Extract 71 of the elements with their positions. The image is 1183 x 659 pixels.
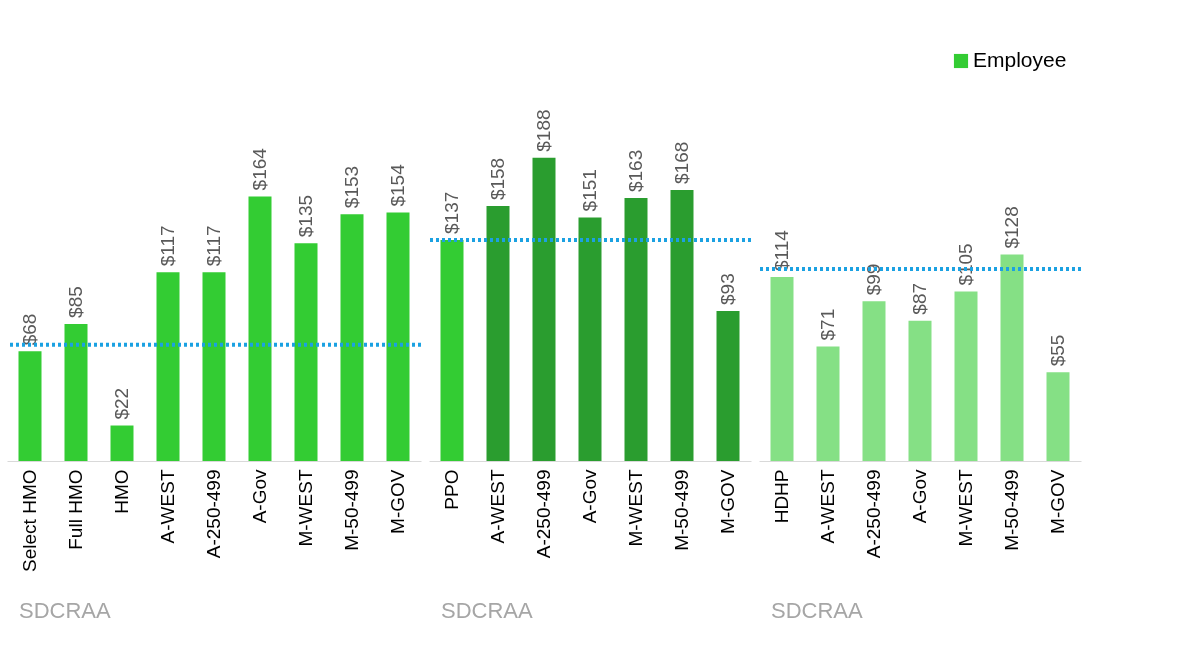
- x-tick-label: M-GOV: [387, 469, 408, 534]
- data-label: $188: [533, 109, 554, 152]
- bar: [816, 346, 840, 461]
- x-tick-label: A-Gov: [579, 469, 600, 524]
- data-label: $71: [817, 308, 838, 341]
- x-tick-label: A-250-499: [533, 469, 554, 559]
- bar: [532, 157, 556, 461]
- x-tick-label: M-GOV: [717, 469, 738, 534]
- data-label: $55: [1047, 334, 1068, 367]
- data-label: $163: [625, 149, 646, 193]
- text: SDCRAA: [771, 598, 864, 623]
- data-label: $153: [341, 165, 362, 209]
- bar: [1046, 372, 1070, 461]
- text: SDCRAA: [441, 598, 534, 623]
- x-tick-label: Select HMO: [19, 469, 40, 572]
- data-label: $135: [295, 194, 316, 238]
- bar: [1000, 254, 1024, 461]
- bar: [248, 196, 272, 461]
- data-label: $117: [203, 225, 224, 267]
- legend-label: Employee: [973, 48, 1067, 71]
- x-tick-label: A-250-499: [863, 469, 884, 559]
- x-tick-label: M-50-499: [341, 469, 362, 551]
- x-tick-label: A-Gov: [249, 469, 270, 524]
- x-tick-label: M-GOV: [1047, 469, 1068, 534]
- x-tick-label: HDHP: [771, 469, 792, 524]
- bar: [18, 351, 42, 461]
- data-label: $93: [717, 273, 738, 305]
- text: SDCRAA: [19, 598, 112, 623]
- x-tick-label: A-Gov: [909, 469, 930, 524]
- x-tick-label: PPO: [441, 469, 462, 510]
- data-label: $128: [1001, 206, 1022, 249]
- data-label: $22: [111, 387, 132, 420]
- x-tick-label: A-250-499: [203, 469, 224, 559]
- x-tick-label: M-50-499: [671, 469, 692, 551]
- data-label: $85: [65, 286, 86, 318]
- bar: [64, 323, 88, 461]
- bar: [624, 198, 648, 461]
- x-tick-label: M-WEST: [295, 469, 316, 547]
- bar: [670, 189, 694, 461]
- data-label: $68: [19, 313, 40, 346]
- data-label: $117: [157, 225, 178, 267]
- data-label: $137: [441, 191, 462, 234]
- bar: [440, 239, 464, 461]
- data-label: $151: [579, 169, 600, 212]
- x-tick-label: M-50-499: [1001, 469, 1022, 551]
- bar: [862, 301, 886, 461]
- data-label: $168: [671, 141, 692, 184]
- x-tick-label: HMO: [111, 469, 132, 514]
- data-label: $164: [249, 147, 270, 191]
- x-tick-label: A-WEST: [817, 469, 838, 544]
- bar: [486, 206, 510, 461]
- x-tick-label: A-WEST: [487, 469, 508, 544]
- data-label: $99: [863, 263, 884, 296]
- x-tick-label: M-WEST: [955, 469, 976, 547]
- bar: [110, 425, 134, 461]
- bar: [294, 243, 318, 461]
- x-tick-label: A-WEST: [157, 469, 178, 544]
- bar: [386, 212, 410, 461]
- bar: [340, 214, 364, 461]
- data-label: $154: [387, 163, 408, 207]
- bar: [954, 291, 978, 461]
- bar: [202, 272, 226, 461]
- bar: [770, 277, 794, 461]
- data-label: $158: [487, 157, 508, 201]
- bar: [156, 272, 180, 461]
- bar: [908, 320, 932, 461]
- x-tick-label: M-WEST: [625, 469, 646, 547]
- data-label: $87: [909, 282, 930, 315]
- x-tick-label: Full HMO: [65, 469, 86, 550]
- bar: [716, 310, 740, 461]
- bar: [578, 217, 602, 461]
